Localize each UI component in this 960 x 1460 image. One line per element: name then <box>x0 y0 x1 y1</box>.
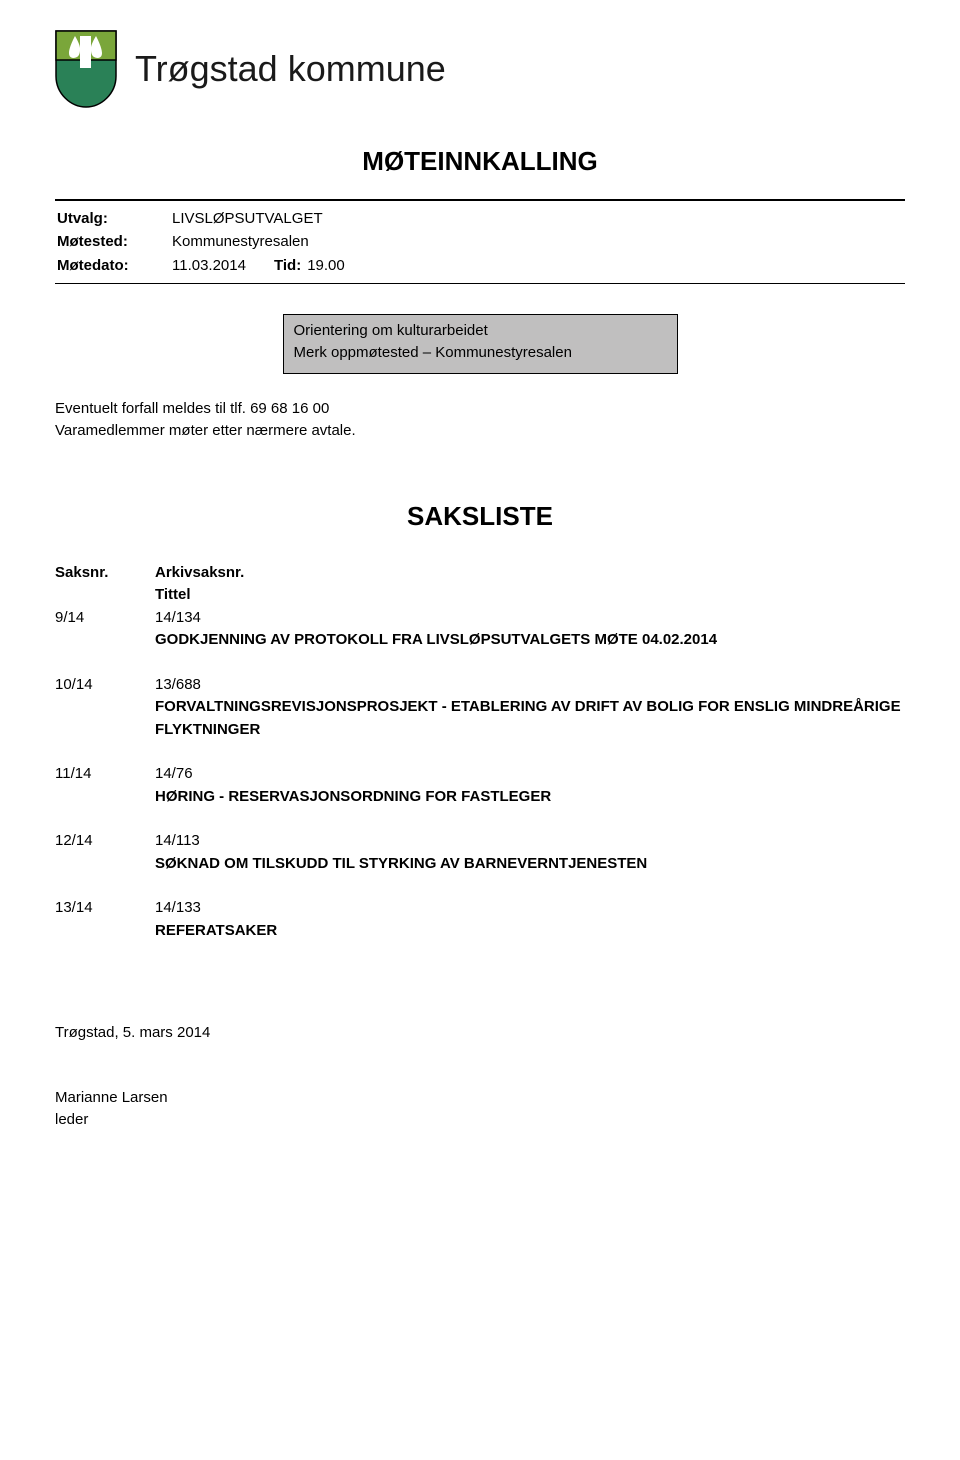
agenda-item-body: 14/133REFERATSAKER <box>155 897 905 942</box>
meta-value: Kommunestyresalen <box>172 230 309 253</box>
agenda-item-saksnr: 13/14 <box>55 897 155 942</box>
signoff-name: Marianne Larsen <box>55 1087 905 1110</box>
col-header-rest: Arkivsaksnr. Tittel <box>155 562 905 607</box>
meta-value: 19.00 <box>307 254 345 277</box>
document-header: Trøgstad kommune <box>55 30 905 108</box>
agenda-item: 11/1414/76HØRING - RESERVASJONSORDNING F… <box>55 763 905 808</box>
signoff-block: Trøgstad, 5. mars 2014 Marianne Larsen l… <box>55 1022 905 1132</box>
col-header-tittel: Tittel <box>155 584 905 607</box>
agenda-item: 13/1414/133REFERATSAKER <box>55 897 905 942</box>
agenda-item: 10/1413/688FORVALTNINGSREVISJONSPROSJEKT… <box>55 674 905 742</box>
meta-value: LIVSLØPSUTVALGET <box>172 207 323 230</box>
attendance-line: Eventuelt forfall meldes til tlf. 69 68 … <box>55 398 905 421</box>
meta-row-utvalg: Utvalg: LIVSLØPSUTVALGET <box>57 207 905 230</box>
meta-label: Utvalg: <box>57 207 172 230</box>
signoff-role: leder <box>55 1109 905 1132</box>
agenda-item-arkiv: 14/76 <box>155 763 905 786</box>
organization-name: Trøgstad kommune <box>135 48 446 90</box>
meta-row-motested: Møtested: Kommunestyresalen <box>57 230 905 253</box>
document-title: MØTEINNKALLING <box>55 146 905 177</box>
agenda-item-title: SØKNAD OM TILSKUDD TIL STYRKING AV BARNE… <box>155 853 905 876</box>
agenda-item-saksnr: 12/14 <box>55 830 155 875</box>
agenda-list: 9/1414/134GODKJENNING AV PROTOKOLL FRA L… <box>55 607 905 943</box>
agenda-columns: Saksnr. Arkivsaksnr. Tittel <box>55 562 905 607</box>
notice-line: Merk oppmøtested – Kommunestyresalen <box>294 342 667 365</box>
notice-box: Orientering om kulturarbeidet Merk oppmø… <box>283 314 678 374</box>
meta-row-motedato: Møtedato: 11.03.2014 Tid: 19.00 <box>57 254 905 277</box>
col-header-arkiv: Arkivsaksnr. <box>155 564 244 581</box>
municipality-shield-icon <box>55 30 117 108</box>
agenda-item-arkiv: 14/113 <box>155 830 905 853</box>
agenda-item-saksnr: 11/14 <box>55 763 155 808</box>
agenda-item: 9/1414/134GODKJENNING AV PROTOKOLL FRA L… <box>55 607 905 652</box>
agenda-item-arkiv: 13/688 <box>155 674 905 697</box>
agenda-item-title: REFERATSAKER <box>155 920 905 943</box>
meta-label: Tid: <box>274 254 301 277</box>
agenda-item: 12/1414/113SØKNAD OM TILSKUDD TIL STYRKI… <box>55 830 905 875</box>
agenda-item-arkiv: 14/133 <box>155 897 905 920</box>
col-header-saksnr: Saksnr. <box>55 562 155 607</box>
agenda-item-body: 14/76HØRING - RESERVASJONSORDNING FOR FA… <box>155 763 905 808</box>
agenda-item-body: 14/134GODKJENNING AV PROTOKOLL FRA LIVSL… <box>155 607 905 652</box>
attendance-line: Varamedlemmer møter etter nærmere avtale… <box>55 420 905 443</box>
agenda-item-body: 14/113SØKNAD OM TILSKUDD TIL STYRKING AV… <box>155 830 905 875</box>
divider <box>55 283 905 284</box>
agenda-item-saksnr: 9/14 <box>55 607 155 652</box>
agenda-item-saksnr: 10/14 <box>55 674 155 742</box>
attendance-info: Eventuelt forfall meldes til tlf. 69 68 … <box>55 398 905 443</box>
agenda-item-title: GODKJENNING AV PROTOKOLL FRA LIVSLØPSUTV… <box>155 629 905 652</box>
agenda-item-body: 13/688FORVALTNINGSREVISJONSPROSJEKT - ET… <box>155 674 905 742</box>
meta-label: Møtested: <box>57 230 172 253</box>
agenda-item-arkiv: 14/134 <box>155 607 905 630</box>
agenda-item-title: HØRING - RESERVASJONSORDNING FOR FASTLEG… <box>155 786 905 809</box>
meeting-meta: Utvalg: LIVSLØPSUTVALGET Møtested: Kommu… <box>55 201 905 283</box>
signoff-place-date: Trøgstad, 5. mars 2014 <box>55 1022 905 1045</box>
notice-line: Orientering om kulturarbeidet <box>294 320 667 343</box>
agenda-title: SAKSLISTE <box>55 501 905 532</box>
agenda-item-title: FORVALTNINGSREVISJONSPROSJEKT - ETABLERI… <box>155 696 905 741</box>
meta-label: Møtedato: <box>57 254 172 277</box>
meta-value: 11.03.2014 <box>172 254 246 277</box>
